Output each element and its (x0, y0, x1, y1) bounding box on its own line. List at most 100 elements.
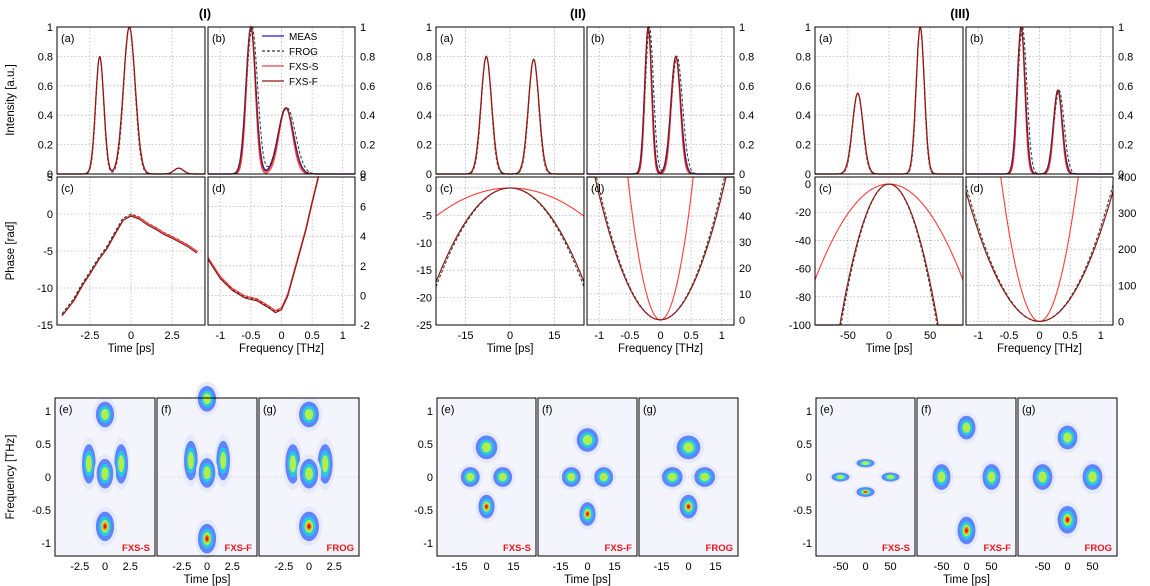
group-ii-panel-b-label: (b) (591, 33, 604, 45)
group-iii-map-g-xtick-label: 50 (1086, 561, 1098, 573)
group-ii-panel-d-label: (d) (591, 183, 604, 195)
group-ii-d-fxs-f-line (587, 176, 734, 321)
group-ii-d-xtick-label: 1 (719, 330, 725, 342)
group-i-map-e-ytick-label: 0 (45, 472, 51, 484)
group-iii-map-f-label: (f) (921, 404, 931, 416)
group-i-map-e-blob-0 (101, 408, 109, 421)
group-i-d-xtick-label: 1 (340, 330, 346, 342)
group-iii-map-e-xtick-label: 50 (884, 561, 896, 573)
group-ii-map-e-ytick-label: 1 (427, 406, 433, 418)
group-iii-d-ytick-label: 100 (1118, 280, 1136, 292)
group-i-c-ytick-label: -10 (37, 283, 53, 295)
group-i-map-g-blob-2 (321, 455, 329, 473)
group-i-map-f-blob-4 (205, 536, 209, 541)
group-iii-b-ytick-label: 0.4 (1118, 110, 1133, 122)
group-iii-map-e-ytick-label: -0.5 (793, 505, 812, 517)
group-i-panel-d-label: (d) (212, 183, 225, 195)
group-iii-map-xlabel: Time [ps] (943, 574, 990, 586)
group-ii-map-f-label: (f) (542, 404, 552, 416)
group-iii-a-ytick-label: 0 (805, 169, 811, 181)
group-ii-map-f-blob-1 (567, 472, 576, 482)
group-ii-a-ytick-label: 0.6 (417, 81, 432, 93)
group-i-map-f-label: (f) (161, 404, 171, 416)
group-i-map-e-blob-4 (103, 524, 107, 529)
group-i-map-f-blob-0 (203, 393, 211, 405)
group-i-map-e-ytick-label: 1 (45, 406, 51, 418)
group-i-panel-c-label: (c) (61, 183, 74, 195)
group-i-map-g-blob-1 (289, 455, 297, 473)
legend-label-meas: MEAS (289, 32, 318, 43)
group-ii-map-g-frame (638, 397, 739, 557)
group-i-map-g-method-label: FROG (327, 543, 354, 554)
legend-label-frog: FROG (289, 47, 318, 58)
group-iii-map-g-frame (1017, 397, 1118, 557)
group-i-map-g-frame (258, 397, 360, 557)
group-i-d-ytick-label: 2 (360, 261, 366, 273)
group-iii-panel-c-label: (c) (819, 183, 832, 195)
group-i-a-ytick-label: 0.2 (38, 140, 53, 152)
group-iii-map-g-label: (g) (1022, 404, 1035, 416)
group-i-map-f-xtick-label: -2.5 (172, 561, 191, 573)
group-iii-d-xtick-label: 0.5 (1062, 330, 1077, 342)
group-i-panel-a-label: (a) (61, 33, 74, 45)
group-iii-map-e-xtick-label: -50 (833, 561, 849, 573)
group-i-d-ytick-label: 6 (360, 202, 366, 214)
group-ii-map-f-blob-2 (599, 472, 608, 482)
group-iii-panel-a-frame (814, 26, 964, 175)
group-ii-map-g-blob-2 (700, 472, 710, 482)
group-iii-c-ytick-label: -80 (795, 292, 811, 304)
group-ii-a-ytick-label: 1 (426, 22, 432, 34)
group-i-map-g-blob-4 (307, 524, 311, 529)
group-ii-map-e-ytick-label: -1 (423, 538, 433, 550)
group-i-map-g-blob-3 (305, 467, 313, 481)
group-iii-b-ytick-label: 0.8 (1118, 51, 1133, 63)
group-i-map-e-ytick-label: 0.5 (36, 439, 51, 451)
group-ii-c-ytick-label: -15 (416, 265, 432, 277)
group-iii-d-xtick-label: -1 (973, 330, 983, 342)
group-ii-b-ytick-label: 0.2 (739, 140, 754, 152)
group-ii-map-e-xtick-label: -15 (452, 561, 468, 573)
group-ii-map-f-xtick-label: 0 (584, 561, 590, 573)
group-iii-map-e-blob-3 (864, 491, 867, 493)
group-i-c-xtick-label: -2.5 (80, 330, 99, 342)
group-iii-title: (III) (950, 6, 970, 21)
group-iii-panel-b-frame (965, 26, 1114, 175)
group-iii-c-ytick-label: -20 (795, 207, 811, 219)
group-iii-b-ytick-label: 1 (1118, 22, 1124, 34)
group-i-map-e-blob-1 (85, 455, 92, 473)
group-i-panel-b-frame (207, 26, 356, 175)
map-frequency-ylabel: Frequency [THz] (5, 435, 17, 520)
group-iii-map-e-ytick-label: 0 (806, 472, 812, 484)
group-ii-map-e-blob-3 (485, 504, 488, 509)
group-ii-map-f-xtick-label: -15 (553, 561, 569, 573)
group-ii-b-ytick-label: 0.4 (739, 110, 754, 122)
group-ii-map-e-blob-2 (498, 472, 507, 482)
group-iii-a-ytick-label: 0.6 (796, 81, 811, 93)
group-i-a-ytick-label: 1 (47, 22, 53, 34)
group-iii-panel-b-label: (b) (970, 33, 983, 45)
group-iii-map-e-ytick-label: -1 (802, 538, 812, 550)
group-iii-b-ytick-label: 0 (1118, 169, 1124, 181)
group-i-map-e-blob-2 (118, 455, 125, 473)
group-i-map-e-label: (e) (59, 404, 72, 416)
group-ii-d-xtick-label: 0 (657, 330, 663, 342)
group-iii-panel-d-label: (d) (970, 183, 983, 195)
group-i-c-ytick-label: -5 (43, 246, 53, 258)
group-i-c-ytick-label: 5 (47, 172, 53, 184)
group-iii-a-ytick-label: 0.8 (796, 51, 811, 63)
group-iii-map-e-blob-2 (886, 475, 895, 479)
group-ii-map-f-frame (537, 397, 638, 557)
group-ii-c-xtick-label: 15 (548, 330, 560, 342)
group-ii-map-g-blob-3 (687, 504, 690, 509)
group-iii-map-e-xtick-label: 0 (862, 561, 868, 573)
group-ii-d-ytick-label: 30 (739, 237, 751, 249)
group-iii-map-g-blob-0 (1063, 432, 1072, 443)
group-ii-panel-a-frame (435, 26, 585, 175)
group-i-map-xlabel: Time [ps] (184, 574, 231, 586)
group-ii-panel-d-frame (586, 176, 735, 326)
group-i-c-ytick-label: 0 (47, 209, 53, 221)
group-ii-d-ytick-label: 50 (739, 185, 751, 197)
group-iii-map-e-ytick-label: 1 (806, 406, 812, 418)
intensity-ylabel: Intensity [a.u.] (5, 64, 17, 136)
